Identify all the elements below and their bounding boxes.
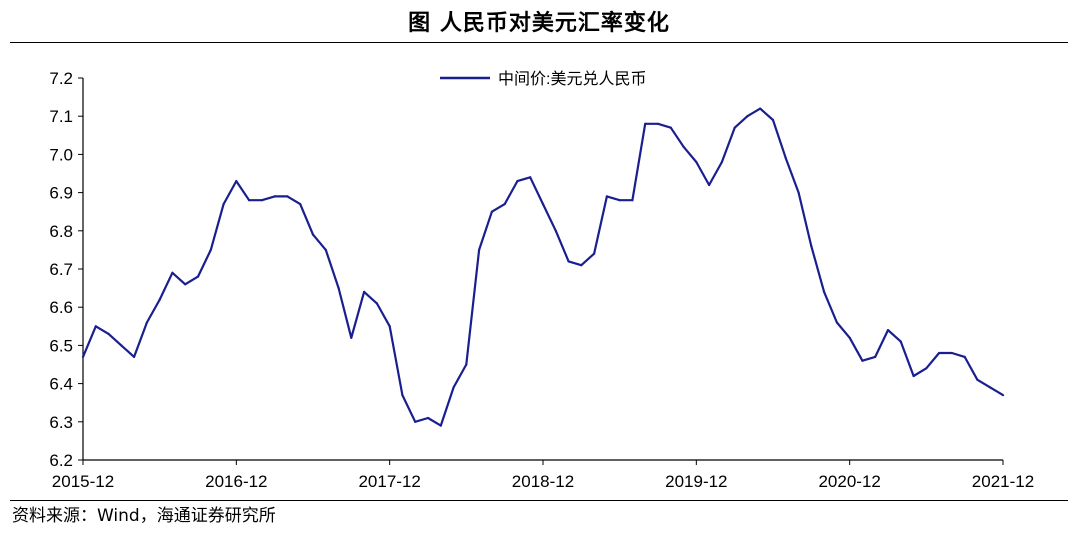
y-tick-label: 6.5 <box>49 336 73 355</box>
x-tick-label: 2020-12 <box>818 472 880 491</box>
data-point <box>363 290 366 293</box>
data-point <box>465 363 468 366</box>
y-tick-label: 6.2 <box>49 451 73 470</box>
data-point <box>810 245 813 248</box>
data-point <box>912 374 915 378</box>
data-point <box>286 195 289 198</box>
y-tick-label: 7.2 <box>49 69 73 88</box>
data-point <box>120 344 123 347</box>
x-tick-label: 2019-12 <box>665 472 727 491</box>
data-point <box>886 329 890 332</box>
y-tick-label: 6.9 <box>49 184 73 203</box>
data-point <box>835 321 839 324</box>
data-point <box>171 271 174 274</box>
data-point <box>388 325 391 328</box>
y-tick-label: 6.3 <box>49 413 73 432</box>
x-tick-label: 2021-12 <box>972 472 1034 491</box>
data-point <box>771 118 775 122</box>
data-point <box>299 203 302 206</box>
data-point <box>899 340 902 343</box>
data-point <box>618 199 621 202</box>
y-tick-label: 7.1 <box>49 107 73 126</box>
data-point <box>733 126 736 129</box>
source-bar: 资料来源：Wind，海通证券研究所 <box>10 500 1068 531</box>
y-tick-label: 6.4 <box>49 375 73 394</box>
data-point <box>209 248 212 251</box>
data-point <box>861 359 864 362</box>
data-point <box>401 394 404 397</box>
source-note: 资料来源：Wind，海通证券研究所 <box>12 506 276 526</box>
data-point <box>848 336 851 339</box>
page-title: 图 人民币对美元汇率变化 <box>408 10 670 36</box>
data-point <box>784 157 787 160</box>
data-point <box>184 283 187 286</box>
data-point <box>746 115 749 118</box>
data-point <box>605 195 609 198</box>
data-point <box>823 290 826 293</box>
title-bar: 图 人民币对美元汇率变化 <box>10 4 1068 43</box>
data-point <box>695 160 698 164</box>
data-point <box>311 233 315 236</box>
data-point <box>375 302 378 305</box>
data-point <box>337 287 340 290</box>
data-point <box>669 126 672 129</box>
data-point <box>989 386 992 389</box>
data-point <box>350 336 353 339</box>
data-point <box>963 355 966 358</box>
data-point <box>248 199 251 202</box>
data-point <box>631 199 634 202</box>
data-point <box>133 355 136 358</box>
data-point <box>1001 394 1005 397</box>
data-point <box>273 195 276 198</box>
data-point <box>107 332 110 335</box>
data-point <box>554 229 557 232</box>
data-point <box>196 275 200 278</box>
data-point <box>324 248 327 251</box>
y-tick-label: 6.7 <box>49 260 73 279</box>
data-point <box>145 321 148 324</box>
data-point <box>950 351 954 355</box>
data-point <box>426 416 430 420</box>
legend-label: 中间价:美元兑人民币 <box>498 70 646 88</box>
data-point <box>260 199 263 202</box>
x-tick-label: 2017-12 <box>358 472 420 491</box>
data-point <box>874 355 877 358</box>
data-point <box>490 210 493 213</box>
data-point <box>644 122 647 125</box>
data-point <box>567 260 570 263</box>
data-point <box>938 351 941 355</box>
data-point <box>158 298 161 301</box>
data-point <box>81 355 85 358</box>
data-point <box>976 378 979 381</box>
x-tick-label: 2016-12 <box>205 472 267 491</box>
data-point <box>580 264 583 267</box>
data-point <box>452 386 455 389</box>
data-point <box>682 145 685 148</box>
series-line-usd-cny <box>81 107 1004 427</box>
data-point <box>797 191 800 194</box>
data-point <box>759 107 762 110</box>
data-point <box>439 424 442 427</box>
data-point <box>529 176 532 179</box>
data-point <box>235 180 238 183</box>
data-point <box>593 252 596 255</box>
data-point <box>503 203 506 206</box>
data-point <box>94 325 97 328</box>
data-point <box>516 180 519 183</box>
data-point <box>656 122 660 125</box>
data-point <box>925 367 928 370</box>
data-point <box>478 248 481 251</box>
x-tick-label: 2018-12 <box>512 472 574 491</box>
y-tick-label: 6.6 <box>49 298 73 317</box>
data-point <box>708 183 711 187</box>
data-point <box>541 203 545 206</box>
exchange-rate-chart: 6.2 6.3 6.4 6.5 6.6 6.7 6.8 6.9 7.0 7.1 7.2 2015-12… <box>49 69 1034 491</box>
data-point <box>720 160 724 164</box>
y-tick-label: 7.0 <box>49 145 73 164</box>
data-point <box>222 203 225 206</box>
x-tick-label: 2015-12 <box>52 472 114 491</box>
data-point <box>414 420 417 423</box>
y-tick-label: 6.8 <box>49 222 73 241</box>
